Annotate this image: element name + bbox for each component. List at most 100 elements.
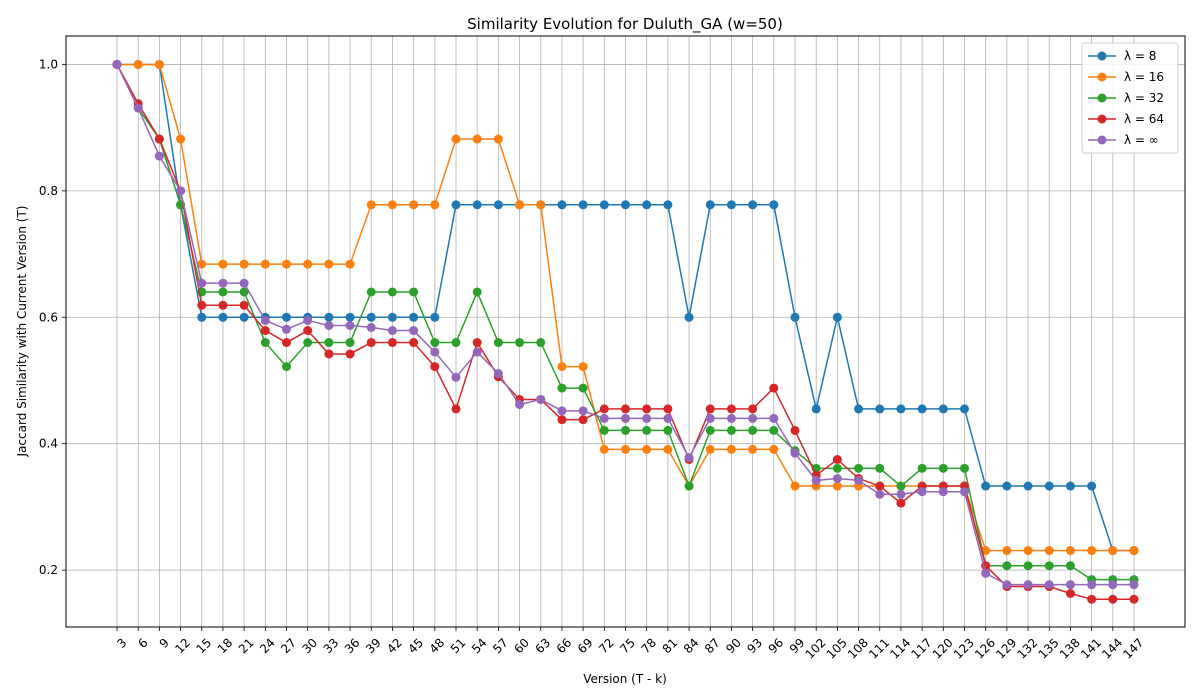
x-tick-label: 48	[427, 636, 448, 657]
legend-label: λ = 8	[1124, 49, 1156, 63]
data-point	[409, 338, 419, 348]
data-point	[642, 444, 652, 454]
data-point	[1023, 561, 1033, 571]
data-point	[960, 487, 969, 497]
data-point	[578, 415, 588, 425]
data-point	[663, 413, 673, 423]
data-point	[599, 404, 609, 414]
legend-label: λ = 32	[1124, 91, 1164, 105]
data-point	[705, 425, 715, 435]
data-point	[1065, 546, 1075, 556]
data-point	[133, 59, 143, 69]
series-layer	[112, 59, 1139, 604]
legend-item: λ = 8	[1088, 49, 1156, 63]
x-tick-label: 36	[342, 636, 363, 657]
x-tick-label: 9	[157, 636, 172, 651]
x-tick-label: 114	[887, 636, 913, 662]
data-point	[112, 59, 122, 69]
data-point	[176, 134, 186, 144]
data-point	[621, 200, 630, 210]
data-point	[197, 278, 207, 288]
data-point	[896, 489, 906, 499]
data-point	[387, 338, 397, 348]
data-point	[324, 321, 334, 330]
chart-title: Similarity Evolution for Duluth_GA (w=50…	[467, 15, 783, 34]
data-point	[684, 453, 694, 463]
data-point	[1087, 481, 1097, 491]
data-point	[917, 487, 927, 497]
data-point	[451, 338, 461, 348]
data-point	[197, 312, 207, 322]
data-point	[1002, 561, 1012, 571]
data-point	[854, 404, 864, 414]
series-5	[112, 59, 1139, 590]
data-point	[981, 481, 991, 491]
data-point	[557, 362, 567, 372]
legend-swatch-marker	[1097, 72, 1107, 82]
legend-swatch-marker	[1097, 114, 1107, 124]
data-point	[260, 259, 270, 269]
data-point	[748, 444, 758, 454]
data-point	[578, 406, 588, 416]
data-point	[684, 312, 694, 322]
data-point	[303, 326, 313, 336]
data-point	[430, 362, 440, 372]
data-point	[1002, 580, 1012, 590]
x-tick-label: 120	[930, 636, 956, 662]
data-point	[303, 338, 313, 348]
data-point	[599, 413, 609, 423]
data-point	[832, 312, 842, 322]
data-point	[832, 481, 842, 491]
data-point	[917, 404, 927, 414]
legend-swatch-marker	[1097, 51, 1107, 61]
data-point	[260, 326, 270, 336]
data-point	[748, 200, 758, 210]
data-point	[303, 315, 313, 325]
data-point	[515, 338, 525, 348]
data-point	[282, 362, 291, 372]
x-tick-label: 72	[596, 636, 617, 657]
data-point	[705, 404, 715, 414]
data-point	[557, 406, 567, 416]
data-point	[218, 312, 228, 322]
data-point	[875, 404, 885, 414]
x-tick-label: 54	[469, 636, 490, 657]
data-point	[493, 338, 503, 348]
data-point	[472, 347, 482, 357]
data-point	[282, 324, 291, 334]
data-point	[133, 103, 143, 113]
data-point	[493, 200, 503, 210]
x-axis-title: Version (T - k)	[583, 672, 667, 686]
data-point	[493, 369, 503, 379]
data-point	[832, 455, 842, 464]
y-axis-title: Jaccard Similarity with Current Version …	[15, 206, 29, 458]
data-point	[345, 338, 355, 348]
x-tick-label: 39	[363, 636, 384, 657]
data-point	[451, 134, 461, 144]
data-point	[366, 200, 376, 210]
data-point	[430, 338, 440, 348]
data-point	[366, 338, 376, 348]
data-point	[663, 200, 673, 210]
data-point	[1044, 481, 1054, 491]
data-point	[854, 463, 864, 473]
x-tick-label: 135	[1036, 636, 1062, 662]
x-tick-label: 42	[384, 636, 405, 657]
x-tick-label: 129	[993, 636, 1019, 662]
data-point	[1108, 580, 1118, 590]
data-point	[790, 448, 800, 458]
data-point	[578, 362, 588, 372]
data-point	[642, 413, 652, 423]
data-point	[748, 425, 758, 435]
y-tick-label: 0.4	[39, 437, 58, 451]
data-point	[832, 473, 842, 483]
data-point	[790, 312, 800, 322]
data-point	[938, 404, 948, 414]
data-point	[642, 404, 652, 414]
data-point	[409, 287, 419, 297]
data-point	[769, 444, 779, 454]
data-point	[536, 394, 546, 404]
x-tick-label: 81	[660, 636, 681, 657]
data-point	[769, 200, 779, 210]
